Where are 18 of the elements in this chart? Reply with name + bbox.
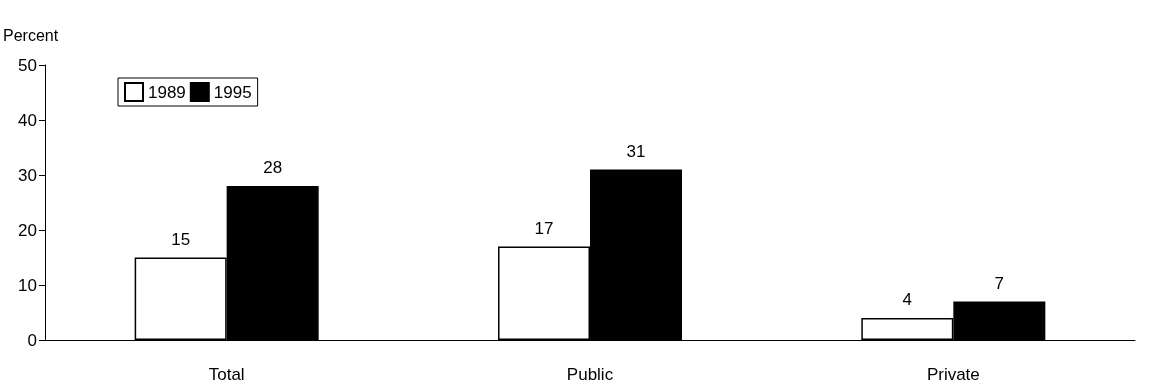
data-label: 28 bbox=[263, 158, 283, 177]
y-axis-title: Percent bbox=[3, 26, 59, 44]
y-tick-label: 10 bbox=[18, 275, 37, 295]
y-tick-label: 30 bbox=[18, 165, 37, 185]
x-tick-label: Public bbox=[566, 365, 614, 384]
data-label: 17 bbox=[534, 218, 554, 238]
x-tick-label: Total bbox=[208, 365, 245, 384]
y-tick-label: 50 bbox=[18, 55, 37, 75]
data-label: 15 bbox=[171, 229, 191, 249]
x-tick-label: Private bbox=[926, 365, 980, 384]
legend-label: 1989 bbox=[148, 82, 186, 102]
data-label: 7 bbox=[994, 273, 1005, 293]
y-tick-label: 0 bbox=[27, 330, 37, 350]
y-tick-label: 40 bbox=[18, 110, 37, 130]
legend-label: 1995 bbox=[213, 82, 252, 102]
data-label: 4 bbox=[902, 290, 913, 309]
data-label: 31 bbox=[626, 141, 646, 161]
y-tick-label: 20 bbox=[18, 220, 37, 240]
